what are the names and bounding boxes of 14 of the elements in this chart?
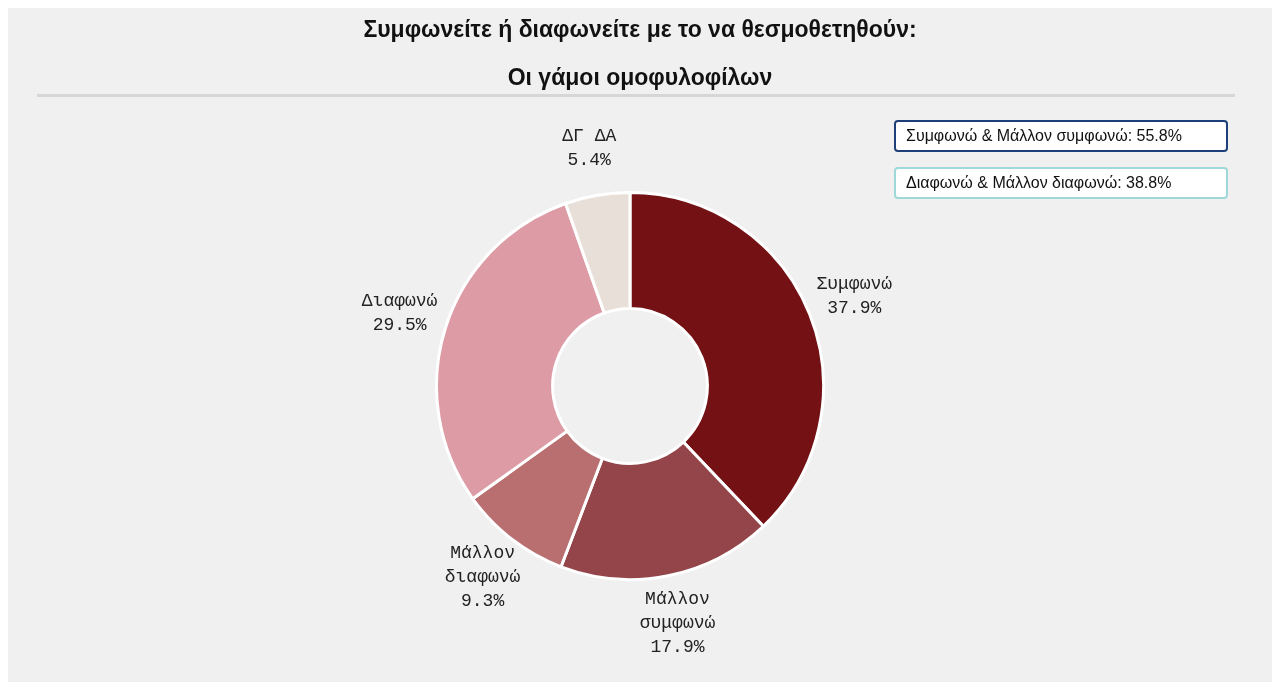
chart-subtitle: Οι γάμοι ομοφυλοφίλων xyxy=(506,64,774,91)
chart-title: Συμφωνείτε ή διαφωνείτε με το να θεσμοθετηθούν: xyxy=(362,16,918,43)
slice-label: Συμφωνώ xyxy=(816,274,893,295)
data-label: 17.9% xyxy=(650,636,705,657)
data-label: 5.4% xyxy=(567,149,612,170)
data-label: 9.3% xyxy=(460,591,505,612)
text: Συμφωνώ & Μάλλον συμφωνώ: 55.8% xyxy=(894,120,1228,152)
slice-label: Μάλλον συμφωνώ xyxy=(639,588,716,633)
data-label: 37.9% xyxy=(827,298,882,319)
slice-label: ΔΓ ΔΑ xyxy=(562,125,617,146)
text: Διαφωνώ & Μάλλον διαφωνώ: 38.8% xyxy=(894,167,1228,199)
slice-label: Μάλλον διαφωνώ xyxy=(444,543,521,588)
data-label: 29.5% xyxy=(372,315,427,336)
slice-label: Διαφωνώ xyxy=(361,291,438,312)
